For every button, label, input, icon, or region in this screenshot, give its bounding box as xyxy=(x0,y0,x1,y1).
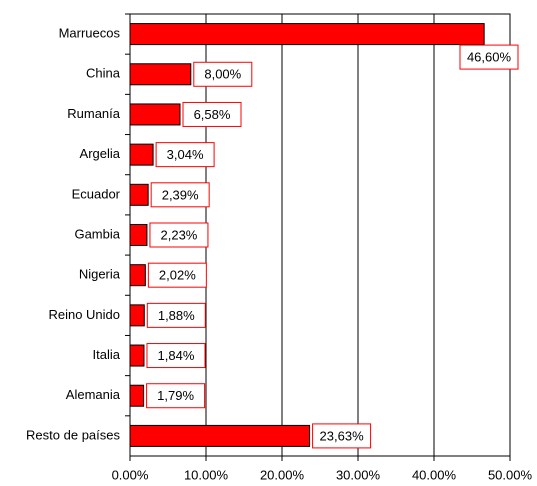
x-tick-label: 30.00% xyxy=(336,467,381,482)
bar xyxy=(129,224,148,246)
bar xyxy=(129,23,485,46)
bar xyxy=(129,384,145,407)
value-label: 8,00% xyxy=(204,67,241,82)
y-tick-label: Marruecos xyxy=(59,26,121,41)
y-tick-label: Gambia xyxy=(74,226,120,241)
y-tick-label: Reino Unido xyxy=(48,307,120,322)
value-label: 2,39% xyxy=(162,187,199,202)
bar xyxy=(129,183,149,206)
value-label: 1,79% xyxy=(157,388,194,403)
value-label: 23,63% xyxy=(320,428,365,443)
value-label-box xyxy=(182,101,242,127)
x-tick-label: 20.00% xyxy=(260,467,305,482)
y-tick-label: Resto de países xyxy=(26,427,120,442)
bar xyxy=(129,143,154,166)
y-tick-label: Italia xyxy=(93,347,121,362)
value-label-box xyxy=(146,302,206,328)
y-tick-label: China xyxy=(86,66,121,81)
bar xyxy=(129,424,311,447)
value-label: 6,58% xyxy=(194,107,231,122)
x-tick-label: 10.00% xyxy=(184,467,229,482)
bar xyxy=(129,264,146,287)
x-tick-label: 40.00% xyxy=(412,467,457,482)
value-label-box xyxy=(149,222,209,248)
value-label-box xyxy=(150,182,210,208)
value-label: 46,60% xyxy=(467,50,512,65)
value-label-box xyxy=(155,142,215,168)
bar xyxy=(129,103,181,126)
value-label-box xyxy=(146,383,206,409)
bar xyxy=(129,63,192,86)
value-label: 1,88% xyxy=(158,308,195,323)
bar xyxy=(129,344,145,367)
x-tick-label: 0.00% xyxy=(112,467,149,482)
y-tick-label: Alemania xyxy=(66,387,121,402)
y-tick-label: Ecuador xyxy=(72,186,121,201)
value-label: 1,84% xyxy=(158,348,195,363)
y-tick-label: Rumanía xyxy=(67,106,121,121)
value-label-box xyxy=(146,343,206,369)
value-label: 3,04% xyxy=(167,147,204,162)
value-label-box xyxy=(459,44,519,70)
bar xyxy=(129,304,145,327)
value-label: 2,02% xyxy=(159,268,196,283)
x-tick-label: 50.00% xyxy=(488,467,533,482)
value-label-box xyxy=(193,61,253,87)
value-label: 2,23% xyxy=(161,227,198,242)
y-tick-label: Argelia xyxy=(80,146,121,161)
y-tick-label: Nigeria xyxy=(79,267,121,282)
value-label-box xyxy=(147,262,207,288)
value-label-box xyxy=(312,423,372,449)
